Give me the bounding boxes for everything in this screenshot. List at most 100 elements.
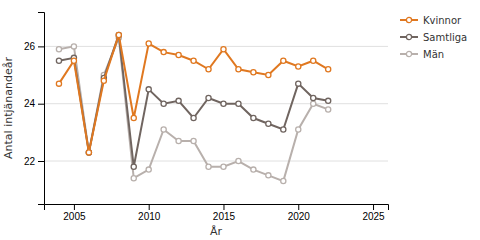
marker bbox=[296, 81, 301, 86]
axis-line bbox=[38, 13, 45, 205]
x-axis: 2005 2010 2015 2020 2025 bbox=[45, 204, 389, 222]
marker bbox=[146, 167, 151, 172]
marker bbox=[56, 58, 61, 63]
marker bbox=[281, 58, 286, 63]
marker bbox=[101, 78, 106, 83]
legend: Kvinnor Samtliga Män bbox=[400, 15, 467, 60]
line bbox=[59, 35, 328, 152]
plot-area: 2005 2010 2015 2020 2025 22 24 26 bbox=[24, 13, 389, 223]
y-axis: 22 24 26 bbox=[24, 13, 45, 205]
legend-marker bbox=[406, 17, 411, 22]
marker bbox=[251, 167, 256, 172]
marker bbox=[251, 70, 256, 75]
tick-mark bbox=[38, 161, 44, 162]
series bbox=[56, 32, 330, 155]
tick: 2020 bbox=[288, 204, 311, 222]
tick-mark bbox=[373, 204, 374, 210]
marker bbox=[86, 150, 91, 155]
marker bbox=[296, 64, 301, 69]
marker bbox=[116, 32, 121, 37]
grid-line bbox=[44, 46, 388, 47]
marker bbox=[176, 98, 181, 103]
marker bbox=[266, 121, 271, 126]
series bbox=[56, 32, 330, 169]
marker bbox=[326, 98, 331, 103]
legend-item: Män bbox=[400, 49, 444, 60]
marker bbox=[296, 127, 301, 132]
legend-label: Samtliga bbox=[423, 32, 467, 43]
marker bbox=[236, 67, 241, 72]
tick-label: 2005 bbox=[63, 211, 86, 222]
y-axis-title: Antal intjänandeår bbox=[2, 57, 15, 159]
marker bbox=[251, 115, 256, 120]
legend-marker bbox=[406, 51, 411, 56]
marker bbox=[56, 47, 61, 52]
series bbox=[56, 35, 330, 183]
marker bbox=[146, 87, 151, 92]
marker bbox=[281, 178, 286, 183]
tick-label: 26 bbox=[24, 41, 36, 52]
legend-label: Kvinnor bbox=[423, 15, 462, 26]
tick-mark bbox=[223, 204, 224, 210]
marker bbox=[71, 58, 76, 63]
tick: 2015 bbox=[213, 204, 236, 222]
grid-line bbox=[44, 103, 388, 104]
legend-item: Kvinnor bbox=[400, 15, 462, 26]
tick: 2005 bbox=[63, 204, 86, 222]
tick-label: 2025 bbox=[362, 211, 385, 222]
tick: 22 bbox=[24, 156, 44, 167]
marker bbox=[191, 138, 196, 143]
tick-mark bbox=[149, 204, 150, 210]
marker bbox=[206, 67, 211, 72]
marker bbox=[86, 150, 91, 155]
grid-line bbox=[44, 161, 388, 162]
series-group bbox=[56, 32, 330, 183]
marker bbox=[236, 158, 241, 163]
x-axis-title: År bbox=[210, 225, 223, 238]
tick-label: 22 bbox=[24, 156, 36, 167]
marker bbox=[281, 127, 286, 132]
marker bbox=[236, 101, 241, 106]
marker bbox=[56, 81, 61, 86]
line bbox=[59, 35, 328, 167]
marker bbox=[191, 115, 196, 120]
marker bbox=[131, 115, 136, 120]
chart: 2005 2010 2015 2020 2025 22 24 26 År Antal intjän… bbox=[0, 0, 480, 240]
marker bbox=[131, 176, 136, 181]
tick-label: 2015 bbox=[213, 211, 236, 222]
marker bbox=[266, 72, 271, 77]
marker bbox=[116, 32, 121, 37]
tick-mark bbox=[298, 204, 299, 210]
marker bbox=[176, 52, 181, 57]
marker bbox=[221, 47, 226, 52]
tick: 2010 bbox=[138, 204, 161, 222]
marker bbox=[176, 138, 181, 143]
tick-mark bbox=[38, 46, 44, 47]
tick-label: 2010 bbox=[138, 211, 161, 222]
marker bbox=[221, 164, 226, 169]
axis-line bbox=[45, 205, 389, 211]
legend-marker bbox=[406, 34, 411, 39]
legend-item: Samtliga bbox=[400, 32, 467, 43]
tick-label: 2020 bbox=[288, 211, 311, 222]
marker bbox=[206, 95, 211, 100]
marker bbox=[161, 50, 166, 55]
marker bbox=[206, 164, 211, 169]
marker bbox=[221, 101, 226, 106]
tick: 2025 bbox=[362, 204, 385, 222]
marker bbox=[266, 173, 271, 178]
tick-mark bbox=[74, 204, 75, 210]
marker bbox=[191, 58, 196, 63]
marker bbox=[311, 95, 316, 100]
legend-label: Män bbox=[423, 49, 444, 60]
marker bbox=[326, 107, 331, 112]
tick-label: 24 bbox=[24, 98, 36, 109]
marker bbox=[311, 101, 316, 106]
marker bbox=[86, 150, 91, 155]
marker bbox=[146, 41, 151, 46]
line bbox=[59, 38, 328, 181]
marker bbox=[311, 58, 316, 63]
marker bbox=[161, 127, 166, 132]
marker bbox=[161, 101, 166, 106]
marker bbox=[131, 164, 136, 169]
